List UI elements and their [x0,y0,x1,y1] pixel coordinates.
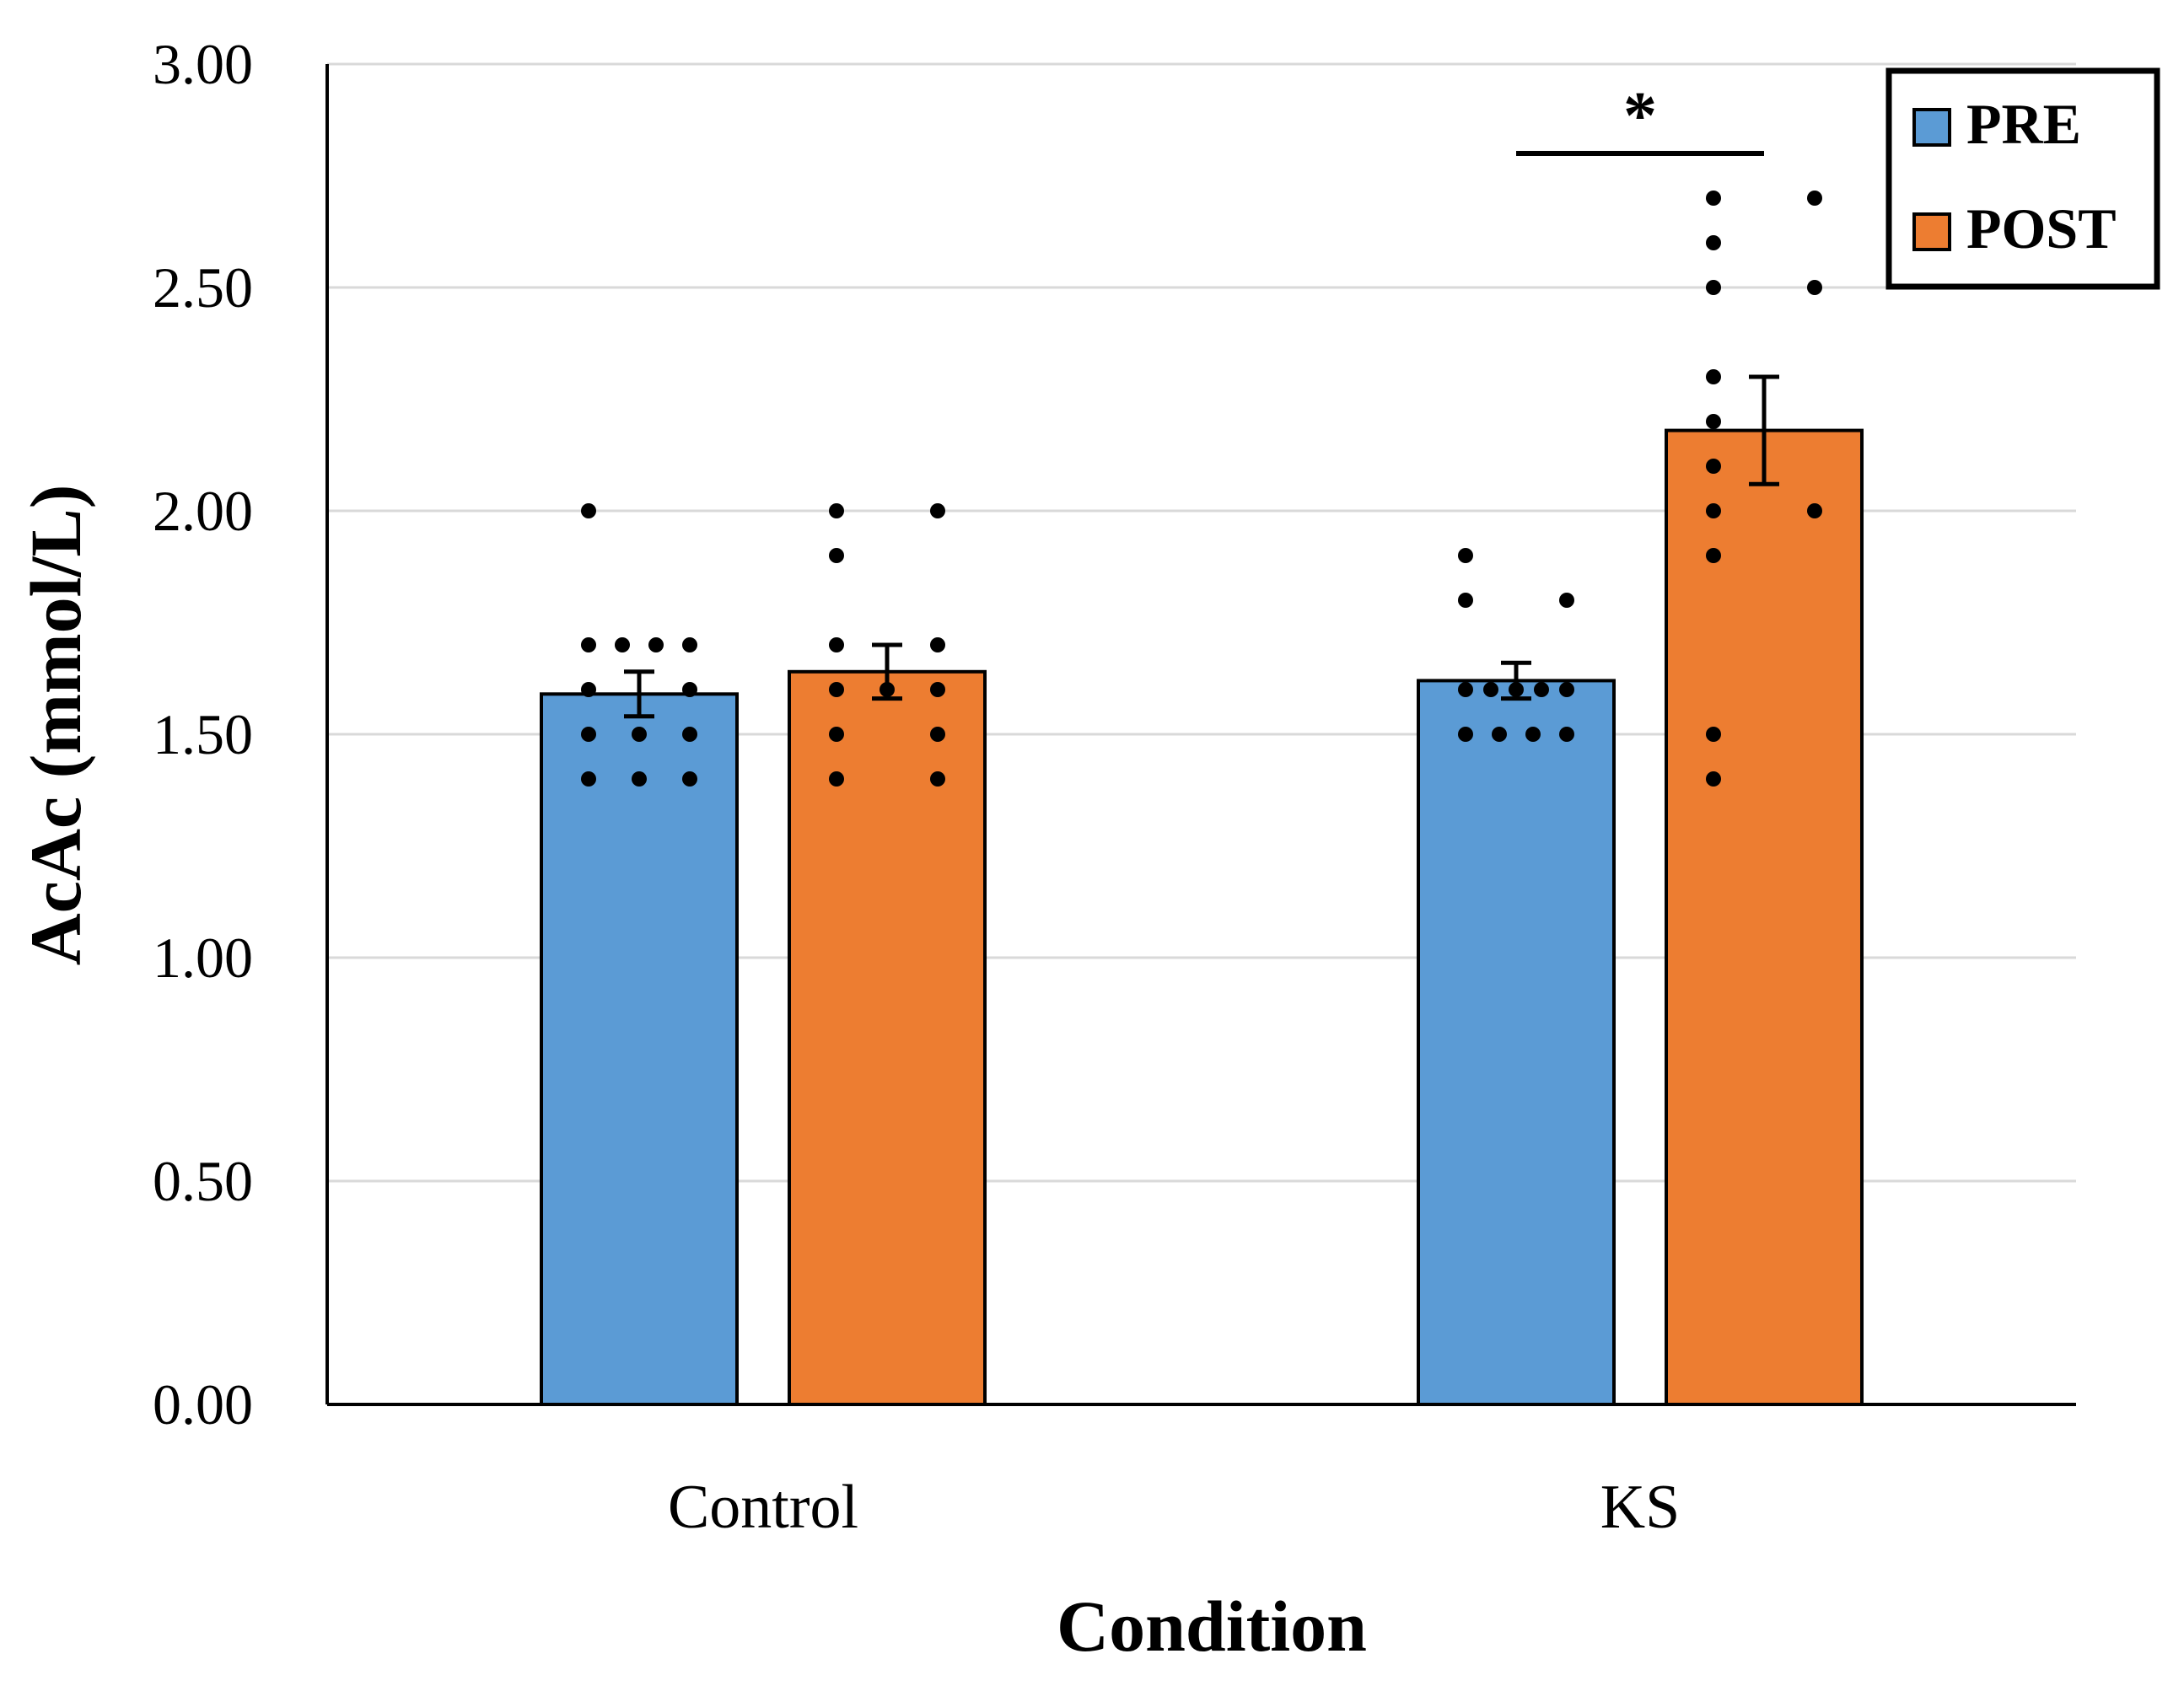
x-category-label: KS [1600,1473,1681,1542]
y-tick-label: 0.00 [153,1372,253,1436]
data-point [829,503,844,518]
data-point [581,727,596,742]
data-point [1458,682,1473,697]
data-point [1559,727,1574,742]
legend-label-pre: PRE [1966,92,2081,156]
data-point [829,637,844,652]
data-point [1706,459,1721,474]
data-point [1807,191,1822,206]
data-point [581,503,596,518]
data-point [1706,414,1721,429]
data-point [829,771,844,787]
data-point [615,637,630,652]
data-point [682,771,697,787]
data-point [930,503,945,518]
bar-pre-ks [1417,679,1616,1406]
legend-swatch-pre [1912,108,1951,147]
legend-label-post: POST [1966,196,2117,260]
data-point [1706,503,1721,518]
data-point [632,727,647,742]
data-point [1706,235,1721,250]
data-point [648,637,664,652]
bar-pre-control [540,692,739,1406]
data-point [1559,593,1574,608]
data-point [682,637,697,652]
data-point [1458,548,1473,563]
bar-post-control [788,669,987,1406]
y-axis-title: AcAc (mmol/L) [15,485,96,966]
legend-swatch-post [1912,212,1951,251]
legend: PRE POST [1885,67,2160,290]
y-tick-label: 2.50 [153,255,253,319]
significance-star: * [1623,79,1657,153]
data-point [930,682,945,697]
data-point [581,682,596,697]
y-tick-label: 2.00 [153,479,253,543]
data-point [632,771,647,787]
data-point [682,727,697,742]
data-point [1807,280,1822,295]
data-point [1706,191,1721,206]
y-tick-label: 1.50 [153,702,253,766]
data-point [1706,727,1721,742]
data-point [1706,771,1721,787]
data-point [1458,593,1473,608]
data-point [1706,280,1721,295]
y-tick-labels: 0.00 0.50 1.00 1.50 2.00 2.50 3.00 [153,32,253,1436]
x-axis-title: Condition [1057,1586,1367,1667]
data-point [930,727,945,742]
data-point [1483,682,1498,697]
data-point [1458,727,1473,742]
data-point [829,548,844,563]
data-point [829,727,844,742]
data-point [1492,727,1507,742]
data-point [1525,727,1541,742]
data-point [1706,369,1721,384]
bar-group [540,428,1864,1407]
data-point [930,637,945,652]
data-point [1559,682,1574,697]
y-tick-label: 1.00 [153,926,253,990]
x-category-labels: Control KS [668,1473,1680,1542]
y-tick-label: 0.50 [153,1149,253,1213]
error-bars [624,374,1779,719]
significance-annotation: * [1516,79,1764,156]
x-category-label: Control [668,1473,858,1542]
bar-post-ks [1665,428,1864,1407]
data-point [1706,548,1721,563]
data-point [682,682,697,697]
data-point [581,637,596,652]
data-point [581,771,596,787]
axes [325,64,2076,1406]
data-point [1807,503,1822,518]
data-point [930,771,945,787]
data-points [581,191,1822,787]
data-point [829,682,844,697]
data-point [1534,682,1549,697]
y-tick-label: 3.00 [153,32,253,96]
